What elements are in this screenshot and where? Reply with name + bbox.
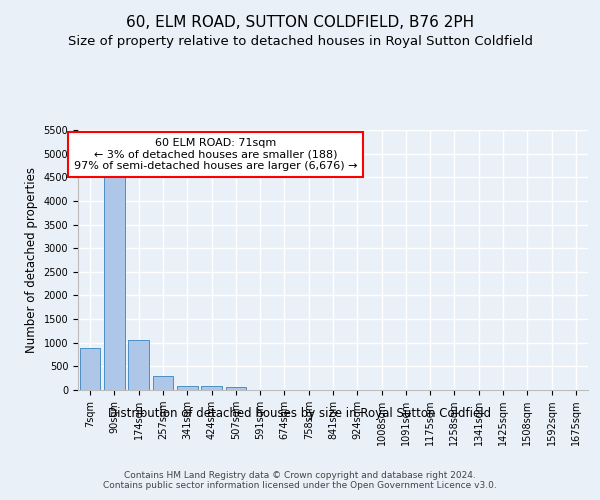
Bar: [152, 376, 173, 390]
Bar: [201, 386, 222, 390]
Text: Contains HM Land Registry data © Crown copyright and database right 2024.
Contai: Contains HM Land Registry data © Crown c…: [103, 470, 497, 490]
Bar: [177, 386, 197, 390]
Bar: [128, 340, 149, 390]
Bar: [80, 348, 100, 390]
Text: 60 ELM ROAD: 71sqm
← 3% of detached houses are smaller (188)
97% of semi-detache: 60 ELM ROAD: 71sqm ← 3% of detached hous…: [74, 138, 358, 171]
Bar: [226, 388, 246, 390]
Bar: [104, 174, 125, 390]
Text: Size of property relative to detached houses in Royal Sutton Coldfield: Size of property relative to detached ho…: [67, 35, 533, 48]
Y-axis label: Number of detached properties: Number of detached properties: [25, 167, 38, 353]
Text: Distribution of detached houses by size in Royal Sutton Coldfield: Distribution of detached houses by size …: [109, 408, 491, 420]
Text: 60, ELM ROAD, SUTTON COLDFIELD, B76 2PH: 60, ELM ROAD, SUTTON COLDFIELD, B76 2PH: [126, 15, 474, 30]
